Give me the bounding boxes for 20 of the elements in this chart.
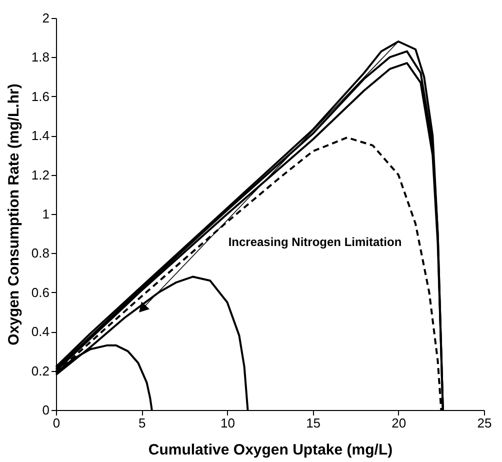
x-tick-label: 25 [477,416,492,430]
x-axis-title: Cumulative Oxygen Uptake (mg/L) [148,442,393,458]
y-tick-label: 0.2 [31,363,50,378]
y-tick-label: 0.8 [31,246,50,261]
y-tick-label: 0.6 [31,284,50,300]
x-tick-label: 5 [138,416,146,430]
y-tick-label: 1.6 [31,88,50,104]
y-tick-label: 1.4 [31,128,50,144]
x-tick-label: 20 [392,416,406,430]
y-tick-label: 0 [42,402,50,418]
x-tick-label: 10 [220,416,235,430]
y-tick-label: 1.2 [31,167,50,182]
y-tick-label: 2 [42,10,50,26]
y-tick-label: 1.8 [31,50,50,65]
x-tick-label: 15 [306,416,321,430]
y-axis-title: Oxygen Consumption Rate (mg/L.hr) [5,84,22,346]
y-tick-label: 0.4 [31,324,50,340]
annotation: Increasing Nitrogen Limitation [228,235,402,250]
x-tick-label: 0 [52,416,60,430]
y-tick-label: 1 [42,206,50,222]
